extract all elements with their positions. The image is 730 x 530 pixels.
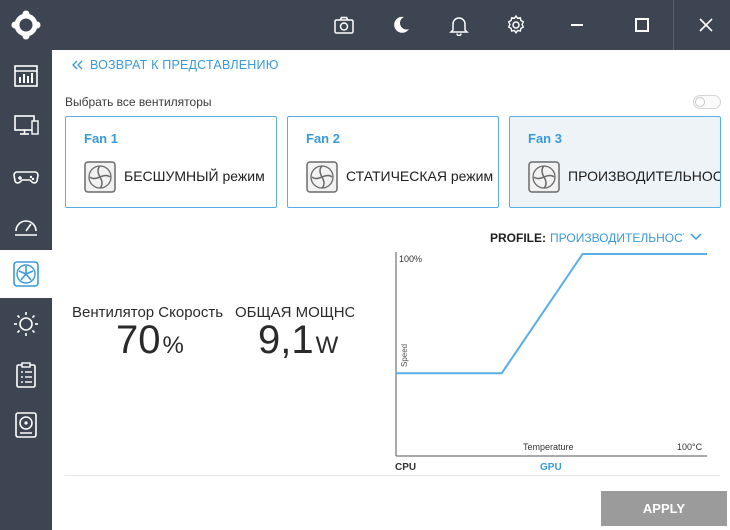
total-power-value: 9,1 <box>258 318 314 362</box>
x-axis-label: Temperature <box>523 442 574 452</box>
total-power-readout: 9,1W <box>258 318 338 363</box>
fan-card-3[interactable]: Fan 3 ПРОИЗВОДИТЕЛЬНОСТИ <box>509 116 721 208</box>
y-max-label: 100% <box>399 254 422 264</box>
fan-speed-readout: 70% <box>116 318 184 363</box>
gear-icon <box>507 14 525 35</box>
nav-performance[interactable] <box>0 201 52 249</box>
fan-card-mode: ПРОИЗВОДИТЕЛЬНОСТИ <box>568 168 720 184</box>
fan-card-title: Fan 2 <box>306 131 340 146</box>
nav-lighting[interactable] <box>0 300 52 348</box>
nav-fan[interactable] <box>0 250 52 298</box>
dashboard-icon <box>14 65 38 87</box>
toggle-knob <box>695 97 705 107</box>
x-max-label: 100°C <box>677 442 703 452</box>
performance-gauge-icon <box>15 220 37 236</box>
fan-icon <box>13 261 39 287</box>
gamepad-icon <box>13 171 39 184</box>
sidebar <box>0 0 52 530</box>
clipboard-icon <box>16 362 36 388</box>
back-to-view-link[interactable]: ВОЗВРАТ К ПРЕДСТАВЛЕНИЮ <box>72 58 279 72</box>
back-link-label: ВОЗВРАТ К ПРЕДСТАВЛЕНИЮ <box>90 58 279 72</box>
notifications-button[interactable] <box>436 0 482 50</box>
title-bar <box>52 0 730 50</box>
monitor-icon <box>14 115 39 135</box>
fan-speed-unit: % <box>162 332 184 359</box>
fan-icon <box>306 161 338 193</box>
screenshot-button[interactable] <box>321 0 367 50</box>
fan-card-title: Fan 1 <box>84 131 118 146</box>
brightness-icon <box>14 312 38 336</box>
fan-icon <box>528 161 560 193</box>
y-axis-label: Speed <box>400 344 409 367</box>
fan-icon <box>84 161 116 193</box>
fan-card-title: Fan 3 <box>528 131 562 146</box>
close-button[interactable] <box>683 0 729 50</box>
total-power-label: ОБЩАЯ МОЩНОСТЬ <box>235 304 354 321</box>
fan-card-mode: БЕСШУМНЫЙ режим <box>124 168 265 184</box>
fan-card-2[interactable]: Fan 2 СТАТИЧЕСКАЯ режим <box>287 116 499 208</box>
fan-card-mode: СТАТИЧЕСКАЯ режим <box>346 168 494 184</box>
app-logo-icon <box>11 10 41 40</box>
moon-icon <box>394 16 409 33</box>
footer-divider <box>65 475 720 476</box>
nav-storage[interactable] <box>0 401 52 449</box>
theme-button[interactable] <box>378 0 424 50</box>
fan-curve-line[interactable] <box>396 253 707 375</box>
nav-dashboard[interactable] <box>0 52 52 100</box>
camera-icon <box>334 16 354 34</box>
apply-button[interactable]: APPLY <box>601 491 727 526</box>
drive-icon <box>15 412 37 438</box>
nav-gaming[interactable] <box>0 152 52 200</box>
total-power-unit: W <box>315 332 339 359</box>
maximize-icon <box>635 18 649 32</box>
double-chevron-left-icon <box>72 60 83 70</box>
settings-button[interactable] <box>493 0 539 50</box>
title-bar-separator <box>673 0 674 50</box>
minimize-icon <box>571 24 583 26</box>
close-icon <box>699 18 713 32</box>
nav-reports[interactable] <box>0 351 52 399</box>
profile-label: PROFILE: <box>490 231 546 245</box>
source-cpu-tab[interactable]: CPU <box>395 462 416 473</box>
profile-dropdown[interactable]: ПРОИЗВОДИТЕЛЬНОСТИ <box>550 231 684 245</box>
fan-speed-label: Вентилятор Скорость <box>72 304 224 321</box>
select-all-toggle[interactable] <box>693 95 721 109</box>
nav-monitor[interactable] <box>0 101 52 149</box>
fan-curve-graph[interactable]: 100% Speed Temperature 100°C CPU GPU <box>380 244 720 476</box>
maximize-button[interactable] <box>619 0 665 50</box>
chevron-down-icon[interactable] <box>690 232 702 242</box>
select-all-fans-label: Выбрать все вентиляторы <box>65 95 212 109</box>
fan-speed-value: 70 <box>116 318 161 362</box>
source-gpu-tab[interactable]: GPU <box>540 462 562 473</box>
minimize-button[interactable] <box>554 0 600 50</box>
fan-card-1[interactable]: Fan 1 БЕСШУМНЫЙ режим <box>65 116 277 208</box>
bell-icon <box>449 17 469 36</box>
logo <box>0 0 52 50</box>
